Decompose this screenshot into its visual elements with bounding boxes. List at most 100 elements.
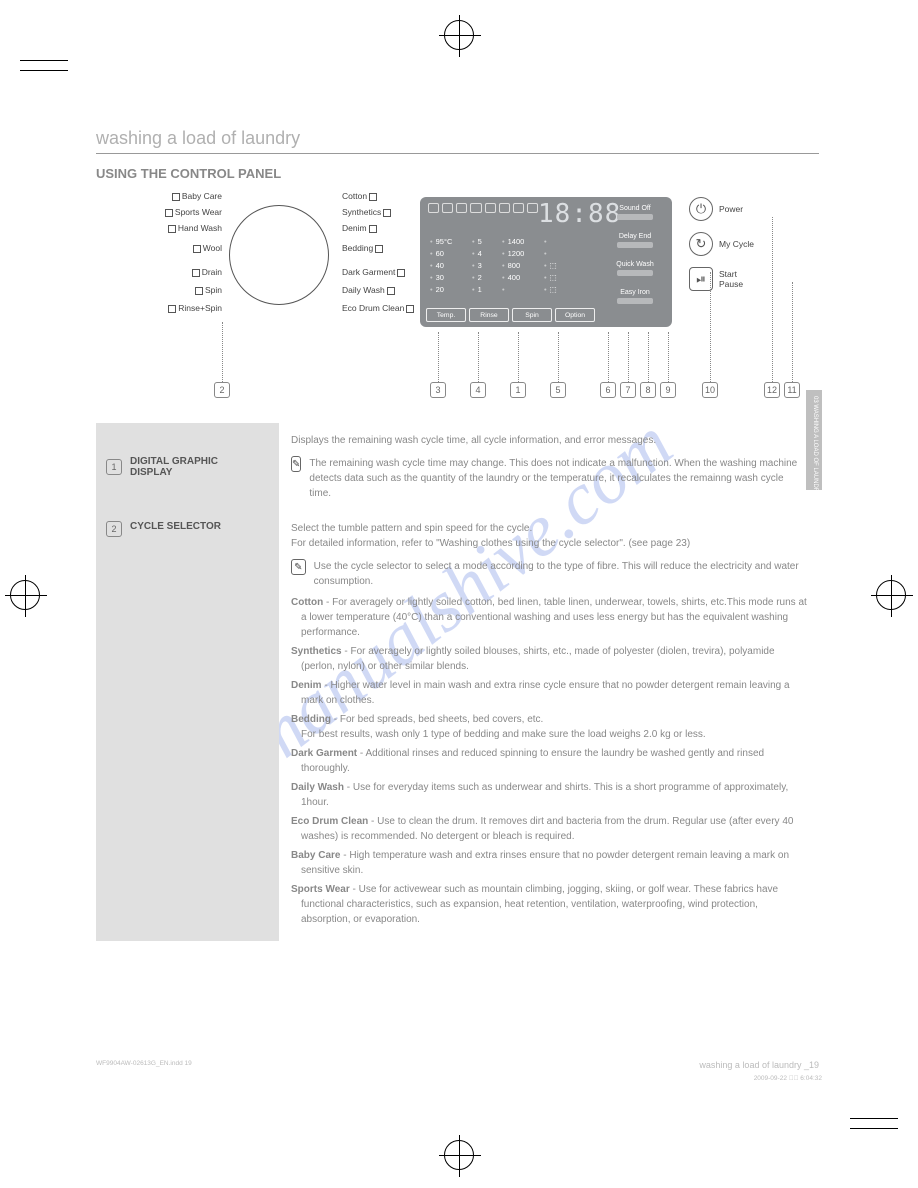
crop-mark — [850, 1128, 898, 1129]
baby-care-icon — [172, 193, 180, 201]
dial-label-eco-drum-clean: Eco Drum Clean — [342, 303, 416, 313]
rinse-button: Rinse — [469, 308, 509, 322]
leader-line — [558, 332, 559, 382]
leader-line — [772, 217, 773, 382]
display-panel: 18:88 95°C51400 6041200 403800⬚ 302400⬚ … — [420, 197, 672, 327]
control-panel-figure: Baby Care Sports Wear Hand Wash Wool Dra… — [154, 187, 820, 417]
sports-wear-icon — [165, 209, 173, 217]
row-2-title: CYCLE SELECTOR — [130, 521, 221, 532]
leader-line — [608, 332, 609, 382]
registration-mark-left — [10, 580, 40, 610]
leader-line — [222, 322, 223, 382]
dial-label-cotton: Cotton — [342, 191, 379, 201]
dial-label-spin: Spin — [193, 285, 222, 295]
dial-label-baby-care: Baby Care — [170, 191, 222, 201]
dial-label-drain: Drain — [190, 267, 222, 277]
callout-8: 8 — [640, 382, 656, 398]
easy-iron-button: Easy Iron — [604, 289, 666, 311]
rinse-spin-icon — [168, 305, 176, 313]
delay-end-button: Delay End — [604, 233, 666, 255]
my-cycle-label: My Cycle — [719, 239, 754, 249]
prog-sports-wear: Sports Wear - Use for activewear such as… — [301, 882, 807, 927]
option-button: Option — [555, 308, 595, 322]
note-icon: ✎ — [291, 559, 306, 575]
prog-baby-care: Baby Care - High temperature wash and ex… — [301, 848, 807, 878]
display-value-grid: 95°C51400 6041200 403800⬚ 302400⬚ 201⬚ — [430, 237, 562, 294]
row-1-body: Displays the remaining wash cycle time, … — [279, 423, 819, 511]
description-table: 1 DIGITAL GRAPHIC DISPLAY Displays the r… — [96, 423, 819, 941]
footer-left: WF9904AW-02613G_EN.indd 19 — [96, 1060, 192, 1070]
quick-wash-button: Quick Wash — [604, 261, 666, 283]
my-cycle-icon: ↻ — [689, 232, 713, 256]
daily-wash-icon — [387, 287, 395, 295]
leader-line — [668, 332, 669, 382]
leader-line — [792, 282, 793, 382]
note: ✎ Use the cycle selector to select a mod… — [291, 559, 807, 589]
power-label: Power — [719, 204, 743, 214]
display-bottom-buttons: Temp. Rinse Spin Option — [426, 308, 595, 322]
divider — [96, 153, 819, 154]
crop-mark — [20, 60, 68, 61]
prog-cotton: Cotton - For averagely or lightly soiled… — [301, 595, 807, 640]
row-2-text: Select the tumble pattern and spin speed… — [291, 521, 807, 551]
prog-synthetics: Synthetics - For averagely or lightly so… — [301, 644, 807, 674]
dial-label-bedding: Bedding — [342, 243, 385, 253]
callout-3: 3 — [430, 382, 446, 398]
drain-icon — [192, 269, 200, 277]
hand-wash-icon — [168, 225, 176, 233]
thumb-tab: 03 WASHING A LOAD OF LAUNDRY — [806, 390, 822, 490]
section-heading: USING THE CONTROL PANEL — [96, 166, 819, 181]
prog-bedding: Bedding - For bed spreads, bed sheets, b… — [301, 712, 807, 742]
page-content: washing a load of laundry USING THE CONT… — [96, 128, 819, 941]
cycle-dial — [229, 205, 329, 305]
callout-6: 6 — [600, 382, 616, 398]
row-1-title: DIGITAL GRAPHIC DISPLAY — [130, 456, 218, 478]
cotton-icon — [369, 193, 377, 201]
dial-label-daily-wash: Daily Wash — [342, 285, 397, 295]
prog-eco-drum-clean: Eco Drum Clean - Use to clean the drum. … — [301, 814, 807, 844]
callout-5: 5 — [550, 382, 566, 398]
bedding-icon — [375, 245, 383, 253]
footer-date: 2009-09-22 ￿￿ 6:04:32 — [754, 1075, 822, 1082]
page-title: washing a load of laundry — [96, 128, 819, 149]
display-top-icons — [428, 203, 538, 213]
footer-right: washing a load of laundry _19 — [699, 1060, 819, 1070]
callout-2: 2 — [214, 382, 230, 398]
wool-icon — [193, 245, 201, 253]
right-buttons: ⏻Power ↻My Cycle ⏯Start Pause — [689, 197, 754, 302]
row-2-label: 2 CYCLE SELECTOR — [96, 511, 279, 941]
note: ✎ The remaining wash cycle time may chan… — [291, 456, 807, 501]
row-2-body: Select the tumble pattern and spin speed… — [279, 511, 819, 941]
spin-button: Spin — [512, 308, 552, 322]
dark-garment-icon — [397, 269, 405, 277]
dial-label-synthetics: Synthetics — [342, 207, 393, 217]
sound-off-button: Sound Off — [604, 205, 666, 227]
callout-10: 10 — [702, 382, 718, 398]
row-1-text: Displays the remaining wash cycle time, … — [291, 433, 807, 448]
leader-line — [478, 332, 479, 382]
display-side-buttons: Sound Off Delay End Quick Wash Easy Iron — [604, 205, 666, 311]
power-icon: ⏻ — [689, 197, 713, 221]
leader-line — [438, 332, 439, 382]
crop-mark — [850, 1118, 898, 1119]
registration-mark-top — [444, 20, 474, 50]
crop-mark — [20, 70, 68, 71]
dial-label-dark-garment: Dark Garment — [342, 267, 407, 277]
page-footer: WF9904AW-02613G_EN.indd 19 washing a loa… — [96, 1060, 819, 1070]
thumb-tab-label: 03 WASHING A LOAD OF LAUNDRY — [812, 396, 818, 496]
callout-1: 1 — [510, 382, 526, 398]
dial-label-sports-wear: Sports Wear — [163, 207, 222, 217]
prog-dark-garment: Dark Garment - Additional rinses and red… — [301, 746, 807, 776]
leader-line — [628, 332, 629, 382]
registration-mark-right — [876, 580, 906, 610]
leader-line — [518, 332, 519, 382]
row-2-number: 2 — [106, 521, 122, 537]
synthetics-icon — [383, 209, 391, 217]
note-text: The remaining wash cycle time may change… — [309, 456, 807, 501]
eco-drum-clean-icon — [406, 305, 414, 313]
row-1-number: 1 — [106, 459, 122, 475]
note-icon: ✎ — [291, 456, 301, 472]
denim-icon — [369, 225, 377, 233]
callout-4: 4 — [470, 382, 486, 398]
prog-denim: Denim - Higher water level in main wash … — [301, 678, 807, 708]
